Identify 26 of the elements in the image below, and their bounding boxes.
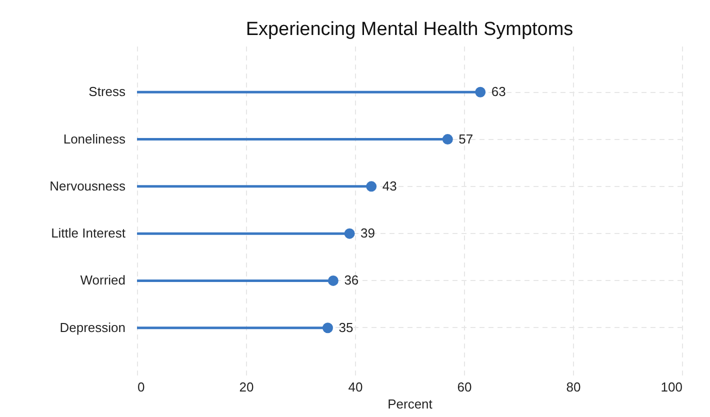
y-tick-label: Loneliness — [63, 131, 126, 146]
x-tick-label: 60 — [457, 380, 472, 394]
point — [344, 228, 355, 239]
y-tick-label: Little Interest — [51, 226, 126, 241]
x-tick-label: 40 — [348, 380, 363, 394]
data-label: 57 — [458, 131, 474, 146]
y-tick-label: Worried — [80, 272, 126, 288]
y-tick-label: Nervousness — [50, 178, 126, 194]
point — [366, 181, 377, 192]
y-tick-label: Stress — [88, 84, 126, 100]
x-axis-title: Percent — [388, 396, 433, 412]
data-label: 63 — [491, 84, 506, 100]
data-label: 39 — [360, 226, 376, 241]
point — [328, 275, 338, 286]
point — [442, 134, 453, 145]
chart-title: Experiencing Mental Health Symptoms — [246, 19, 574, 40]
x-tick-label: 0 — [138, 380, 145, 394]
data-label: 36 — [344, 272, 359, 288]
x-tick-label: 100 — [660, 380, 682, 394]
point — [475, 86, 486, 98]
data-label: 35 — [338, 320, 354, 335]
data-label: 43 — [382, 178, 397, 194]
x-tick-label: 20 — [239, 380, 254, 394]
y-tick-label: Depression — [60, 320, 126, 335]
x-tick-label: 80 — [566, 380, 581, 394]
point — [322, 322, 333, 334]
